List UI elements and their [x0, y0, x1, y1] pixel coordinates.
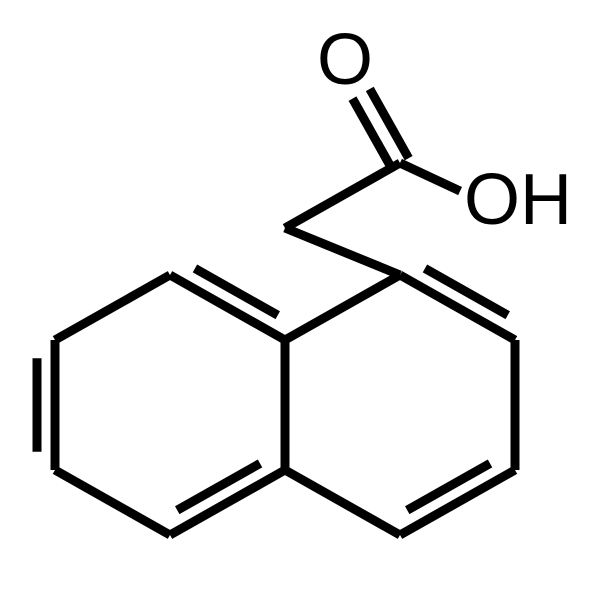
bond: [285, 275, 400, 340]
molecule-diagram: O OH: [0, 0, 600, 600]
bond: [285, 228, 400, 275]
bond: [400, 163, 460, 191]
atom-label-O_double: O: [317, 20, 373, 100]
bonds-group: [37, 89, 515, 535]
atom-label-O_hydroxyl: OH: [464, 160, 572, 240]
atom-labels-group: O OH: [317, 20, 572, 240]
bond: [55, 275, 170, 340]
bond: [285, 163, 400, 228]
bond: [55, 470, 170, 535]
bond: [285, 470, 400, 535]
